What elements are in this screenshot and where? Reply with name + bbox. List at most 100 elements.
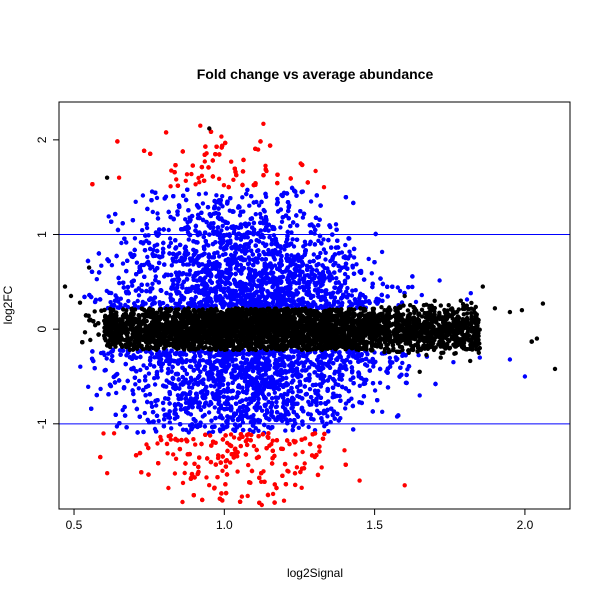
scatter-point <box>377 380 383 385</box>
scatter-point <box>385 385 391 390</box>
scatter-point <box>278 225 283 230</box>
scatter-point <box>311 252 316 257</box>
scatter-point <box>225 386 231 391</box>
scatter-point <box>152 376 157 381</box>
scatter-point <box>155 216 161 221</box>
scatter-point <box>220 194 225 199</box>
scatter-point <box>125 378 130 384</box>
scatter-point <box>224 226 230 231</box>
scatter-point <box>114 424 120 429</box>
scatter-point <box>132 399 137 404</box>
scatter-point <box>187 268 193 273</box>
scatter-point <box>321 237 326 242</box>
scatter-point <box>133 382 138 387</box>
scatter-point <box>202 412 207 418</box>
scatter-point <box>237 213 243 218</box>
scatter-point <box>140 193 146 198</box>
scatter-point <box>169 263 174 268</box>
scatter-point <box>231 367 236 373</box>
scatter-point <box>371 364 376 369</box>
scatter-point <box>317 410 322 416</box>
scatter-point <box>109 263 115 268</box>
scatter-point <box>258 211 263 217</box>
scatter-point <box>168 240 174 246</box>
scatter-point <box>220 240 226 245</box>
scatter-point <box>122 404 127 410</box>
scatter-point <box>198 407 204 413</box>
scatter-point <box>231 363 237 368</box>
scatter-point <box>99 263 104 268</box>
scatter-point <box>132 247 137 253</box>
scatter-point <box>372 388 378 393</box>
scatter-point <box>318 401 323 406</box>
scatter-point <box>336 251 342 256</box>
scatter-point <box>144 225 150 231</box>
scatter-point <box>196 192 202 197</box>
scatter-point <box>212 405 217 410</box>
scatter-point <box>154 413 160 418</box>
scatter-point <box>296 425 301 430</box>
scatter-point <box>153 274 158 279</box>
scatter-point <box>208 383 214 388</box>
scatter-point <box>123 361 128 367</box>
scatter-point <box>145 206 150 212</box>
scatter-point <box>206 410 212 415</box>
scatter-point <box>380 281 386 287</box>
scatter-point <box>180 427 186 432</box>
scatter-point <box>183 244 188 250</box>
scatter-point <box>361 277 367 282</box>
scatter-point <box>184 371 190 377</box>
scatter-point <box>155 248 160 254</box>
scatter-point <box>149 404 155 409</box>
scatter-point <box>363 295 368 300</box>
scatter-point <box>145 282 150 287</box>
scatter-point <box>333 285 338 290</box>
scatter-point <box>385 294 390 299</box>
scatter-point <box>326 429 331 434</box>
chart-title: Fold change vs average abundance <box>197 66 434 82</box>
scatter-point <box>289 253 294 258</box>
scatter-point <box>326 364 332 369</box>
scatter-point <box>320 269 326 275</box>
points-layer <box>62 121 558 508</box>
scatter-point <box>233 271 238 277</box>
scatter-point <box>103 367 108 373</box>
scatter-point <box>216 206 221 211</box>
scatter-point <box>155 242 160 247</box>
scatter-point <box>316 238 321 243</box>
scatter-point <box>303 242 308 247</box>
scatter-point <box>89 406 94 411</box>
scatter-point <box>154 195 160 201</box>
scatter-point <box>180 380 185 385</box>
scatter-point <box>92 366 97 371</box>
scatter-point <box>144 222 149 227</box>
scatter-point <box>222 368 227 373</box>
scatter-point <box>396 413 401 418</box>
scatter-point <box>277 382 282 388</box>
scatter-point <box>138 367 143 373</box>
scatter-point <box>256 248 261 253</box>
scatter-point <box>351 200 356 206</box>
scatter-point <box>122 413 128 418</box>
scatter-point <box>241 355 246 360</box>
scatter-point <box>419 292 424 298</box>
scatter-point <box>379 249 385 255</box>
scatter-point <box>336 418 341 423</box>
scatter-point <box>78 364 83 369</box>
scatter-point <box>331 300 337 305</box>
scatter-point <box>323 257 328 262</box>
scatter-point <box>245 187 250 193</box>
scatter-point <box>377 366 383 372</box>
scatter-point <box>323 250 328 255</box>
scatter-point <box>307 259 312 264</box>
scatter-point <box>202 424 208 429</box>
scatter-point <box>304 367 309 373</box>
scatter-point <box>282 363 287 369</box>
scatter-point <box>217 254 222 259</box>
scatter-point <box>333 222 339 227</box>
scatter-point <box>167 390 172 395</box>
scatter-point <box>314 268 319 273</box>
scatter-point <box>253 212 258 217</box>
scatter-point <box>213 415 218 421</box>
scatter-point <box>351 271 357 276</box>
